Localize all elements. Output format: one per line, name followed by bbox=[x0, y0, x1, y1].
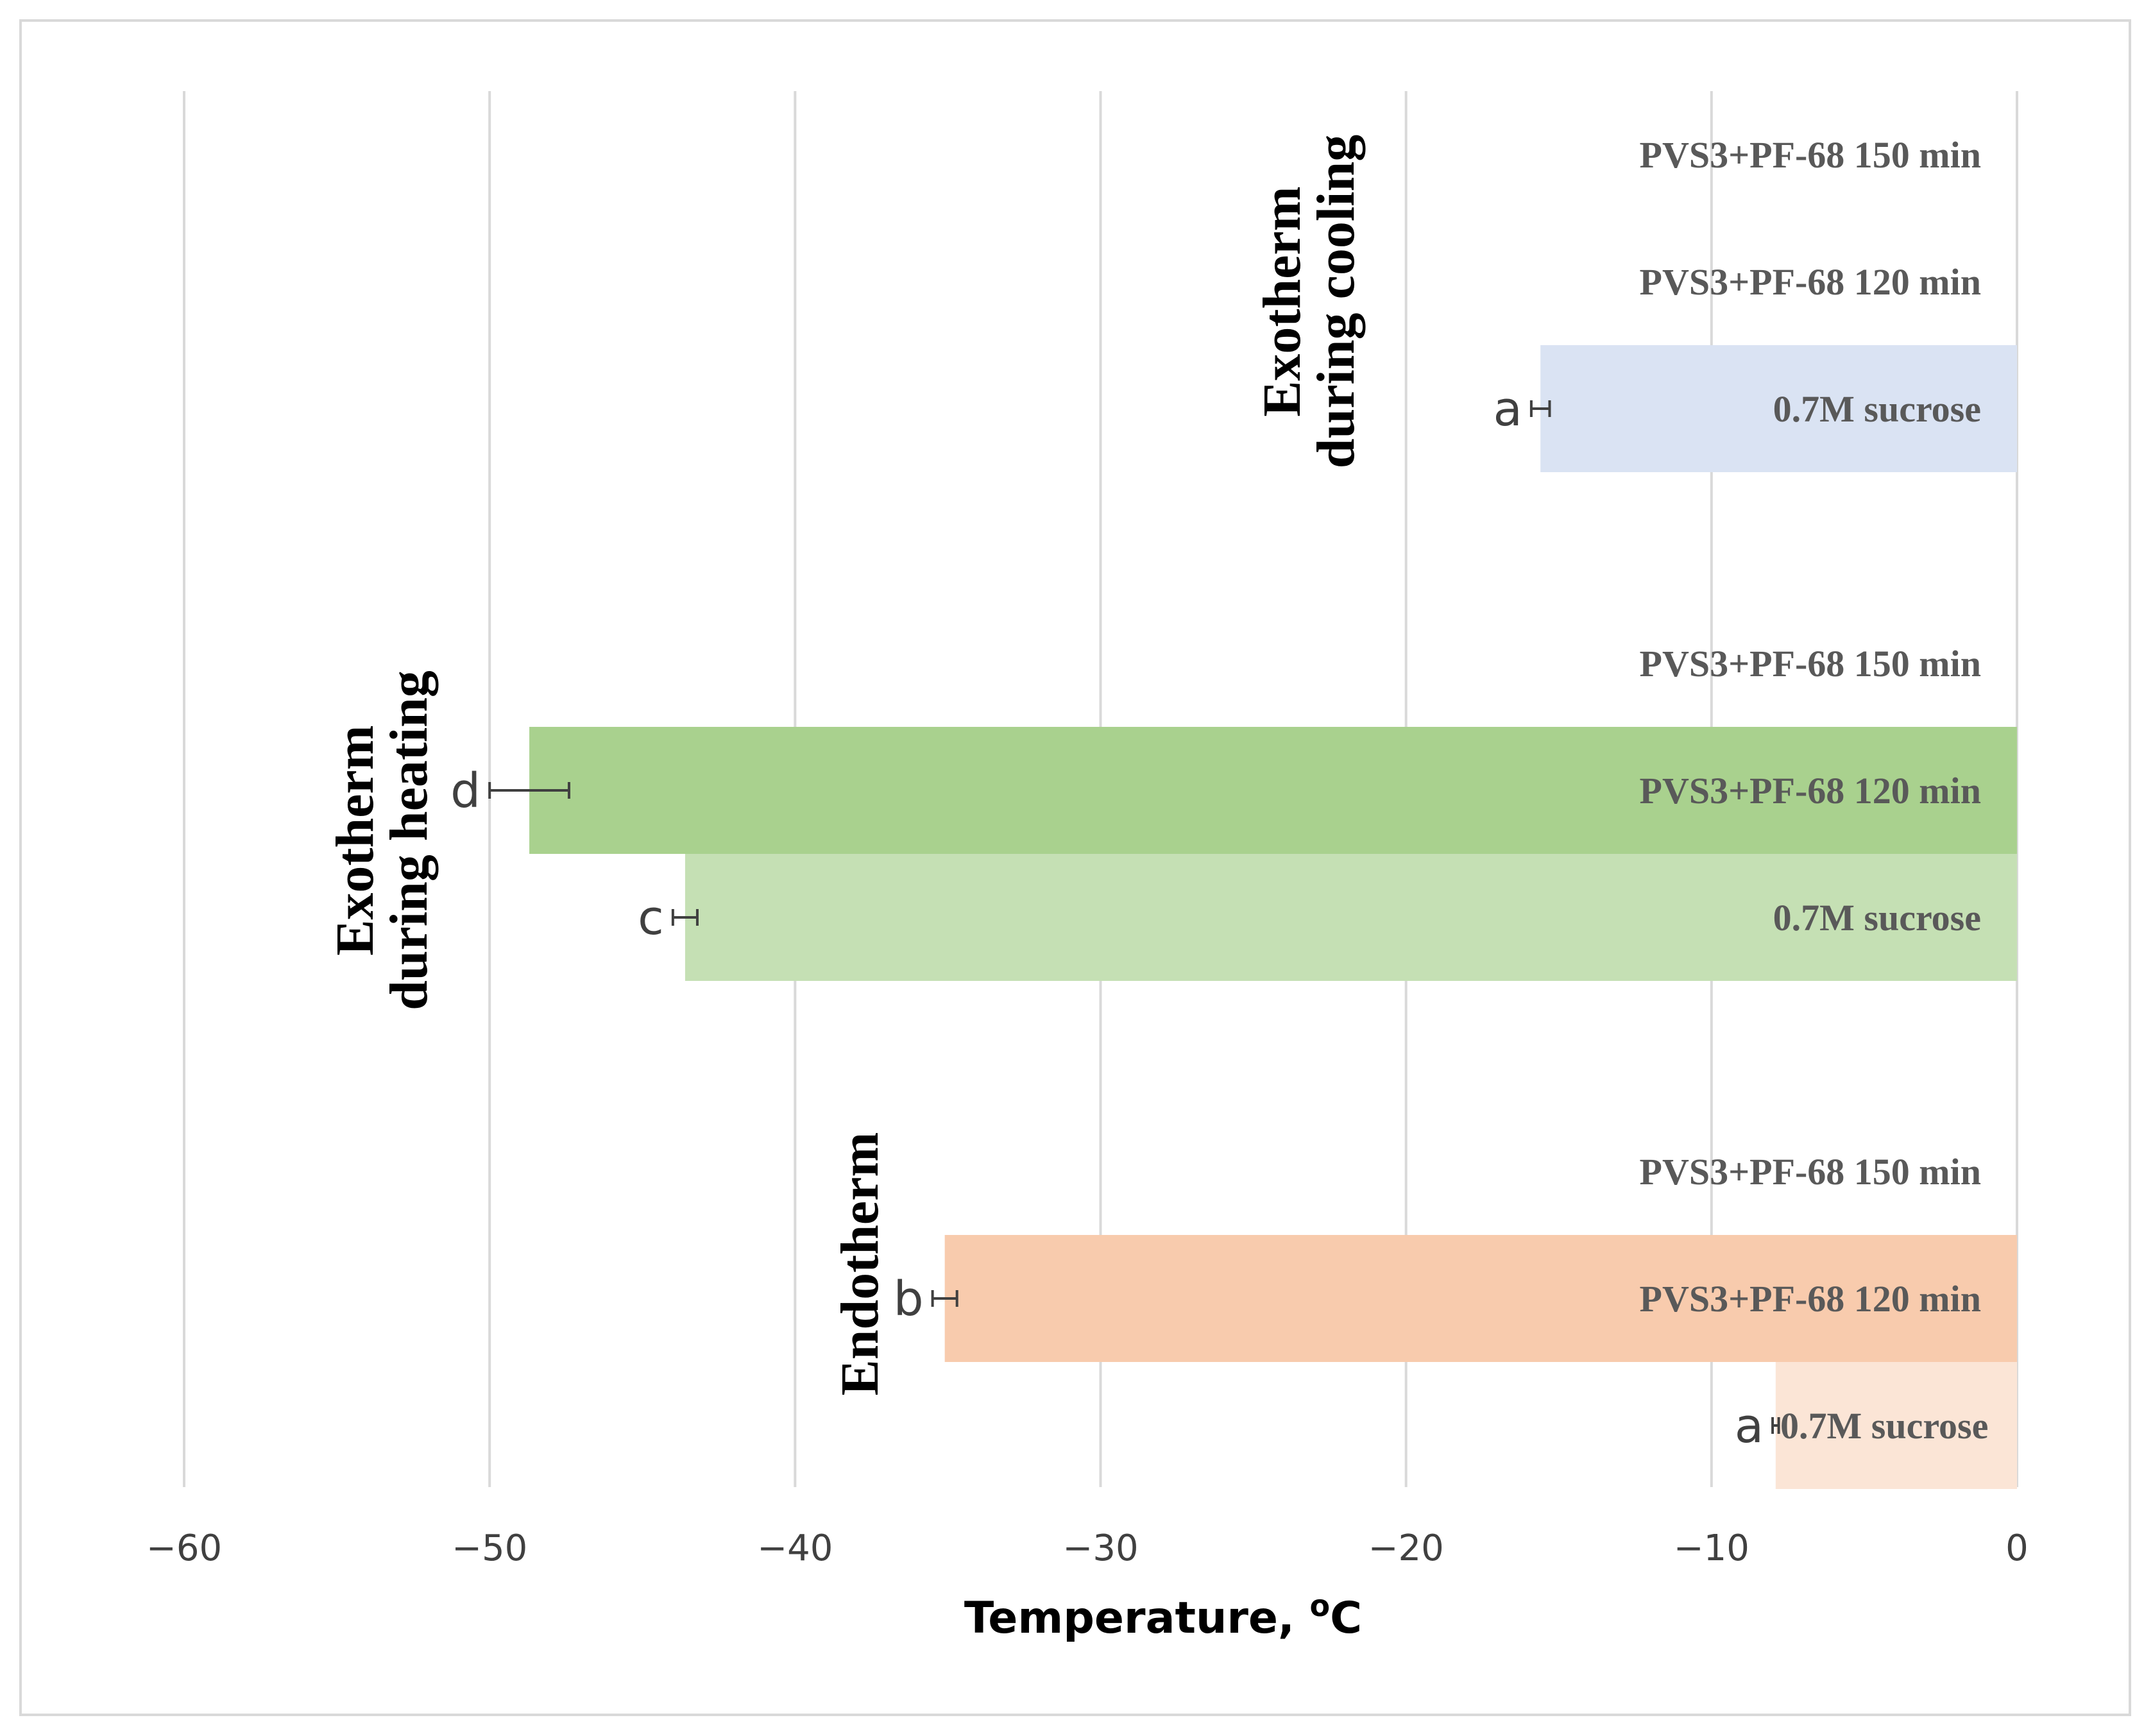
x-axis-title: Temperature, oC bbox=[964, 1588, 1362, 1644]
group-label-line: Exotherm bbox=[325, 725, 385, 955]
x-axis-title-superscript: o bbox=[1310, 1588, 1331, 1623]
x-tick-label: −10 bbox=[1674, 1528, 1749, 1569]
x-axis-ticks: −60 −50 −40 −30 −20 −10 0 bbox=[146, 1528, 2029, 1569]
significance-letter: d bbox=[450, 763, 481, 819]
significance-letter: a bbox=[1493, 382, 1522, 437]
bar-category-label: PVS3+PF-68 120 min bbox=[1640, 770, 1981, 812]
x-axis-title-text: Temperature, bbox=[964, 1593, 1310, 1644]
x-tick-label: −60 bbox=[146, 1528, 222, 1569]
x-axis-title-unit: C bbox=[1330, 1593, 1362, 1644]
bar-category-label: PVS3+PF-68 120 min bbox=[1640, 1278, 1981, 1320]
bar-category-label: 0.7M sucrose bbox=[1773, 897, 1981, 939]
x-tick-label: −30 bbox=[1062, 1528, 1138, 1569]
bar-category-label: PVS3+PF-68 150 min bbox=[1640, 1151, 1981, 1193]
group-label-line: Endotherm bbox=[830, 1132, 890, 1396]
significance-letter: a bbox=[1735, 1399, 1764, 1454]
x-tick-label: −20 bbox=[1368, 1528, 1444, 1569]
bar-category-label: PVS3+PF-68 150 min bbox=[1640, 134, 1981, 176]
bar bbox=[944, 1235, 2017, 1362]
group-label: Endotherm bbox=[830, 1132, 890, 1396]
bar bbox=[1775, 1362, 2017, 1489]
x-tick-label: 0 bbox=[2005, 1528, 2029, 1569]
bar bbox=[1540, 345, 2017, 472]
significance-letter: b bbox=[894, 1272, 924, 1327]
bar-labels: PVS3+PF-68 150 min PVS3+PF-68 120 min a 0.7… bbox=[450, 134, 1988, 1454]
bar bbox=[685, 854, 2017, 981]
group-label-line: during heating bbox=[379, 670, 439, 1010]
bar-category-label: 0.7M sucrose bbox=[1780, 1405, 1988, 1447]
bar bbox=[529, 727, 2017, 854]
group-label: Exothermduring heating bbox=[325, 670, 439, 1010]
group-label: Exothermduring cooling bbox=[1252, 135, 1366, 468]
bar-category-label: 0.7M sucrose bbox=[1773, 388, 1981, 430]
x-tick-label: −50 bbox=[452, 1528, 527, 1569]
significance-letter: c bbox=[638, 890, 664, 946]
bar-category-label: PVS3+PF-68 120 min bbox=[1640, 261, 1981, 303]
group-label-line: Exotherm bbox=[1252, 186, 1312, 416]
bars bbox=[488, 345, 2017, 1489]
bar-category-label: PVS3+PF-68 150 min bbox=[1640, 643, 1981, 685]
group-label-line: during cooling bbox=[1306, 135, 1366, 468]
x-tick-label: −40 bbox=[757, 1528, 833, 1569]
